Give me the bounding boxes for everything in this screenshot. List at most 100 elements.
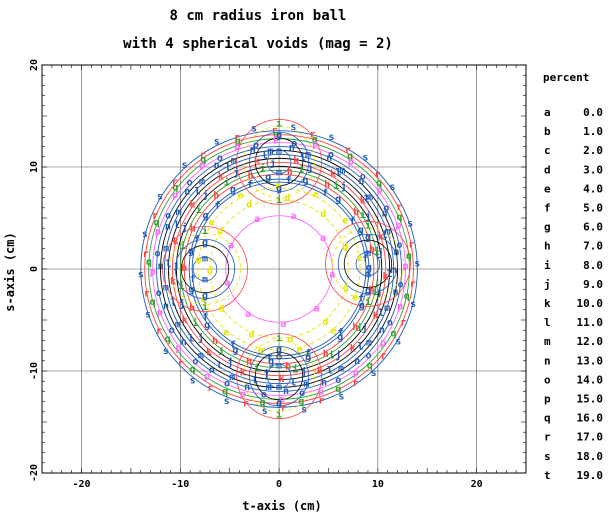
contour-label: s bbox=[338, 391, 344, 402]
contour-label: g bbox=[188, 285, 194, 296]
contour-label: l bbox=[300, 152, 306, 163]
contour-f bbox=[191, 181, 367, 357]
legend-percent: 18.0 bbox=[577, 450, 604, 463]
contour-label: f bbox=[194, 235, 200, 246]
legend-letter: r bbox=[544, 431, 551, 444]
x-tick-label: 0 bbox=[276, 479, 282, 490]
void-contour-0 bbox=[236, 119, 322, 205]
contour-label: q bbox=[347, 151, 353, 162]
legend-letter: f bbox=[544, 202, 551, 215]
contour-label: o bbox=[396, 240, 402, 251]
contour-label: m bbox=[229, 372, 235, 383]
contour-label: q bbox=[189, 365, 195, 376]
contour-label: d bbox=[219, 304, 225, 315]
chart-subtitle: with 4 spherical voids (mag = 2) bbox=[123, 36, 393, 52]
contour-label: f bbox=[286, 175, 292, 186]
contour-label: l bbox=[216, 360, 222, 371]
contour-label: j bbox=[270, 157, 276, 169]
void-label: g bbox=[276, 344, 282, 355]
contour-e bbox=[197, 187, 361, 351]
contour-label: l bbox=[382, 230, 388, 241]
contour-label: i bbox=[180, 240, 186, 252]
contour-label: l bbox=[252, 376, 258, 387]
contour-label: p bbox=[312, 139, 318, 150]
center-marker bbox=[276, 354, 282, 360]
contour-label: l bbox=[174, 220, 180, 231]
x-tick-label: 10 bbox=[372, 479, 384, 490]
contour-h bbox=[183, 173, 375, 365]
void-contour-0 bbox=[254, 137, 304, 187]
contour-label: m bbox=[231, 155, 237, 166]
contour-label: d bbox=[287, 334, 293, 345]
contour-label: o bbox=[360, 172, 366, 183]
contour-label: h bbox=[246, 357, 252, 368]
contour-label: d bbox=[322, 317, 328, 328]
contour-label: m bbox=[267, 146, 273, 157]
contour-label: j bbox=[182, 221, 188, 233]
contour-label: i bbox=[333, 180, 339, 192]
legend-percent: 14.0 bbox=[577, 373, 604, 386]
contour-label: r bbox=[152, 211, 158, 222]
y-axis-label: s-axis (cm) bbox=[3, 232, 17, 311]
contour-label: o bbox=[253, 140, 259, 151]
contour-label: g bbox=[302, 175, 308, 186]
contour-label: s bbox=[262, 406, 268, 417]
contour-label: l bbox=[262, 151, 268, 162]
legend-percent: 17.0 bbox=[577, 431, 604, 444]
contour-label: r bbox=[234, 132, 240, 143]
contour-label: f bbox=[358, 293, 364, 304]
contour-label: r bbox=[178, 358, 184, 369]
contour-label: r bbox=[396, 202, 402, 213]
void-label: m bbox=[276, 382, 282, 393]
contour-label: j bbox=[233, 167, 239, 179]
contour-label: g bbox=[265, 172, 271, 183]
contour-label: s bbox=[190, 376, 196, 387]
contour-label: f bbox=[267, 353, 273, 364]
contour-label: k bbox=[278, 374, 284, 385]
legend-percent: 4.0 bbox=[583, 182, 603, 195]
contour-label: p bbox=[397, 301, 403, 312]
contour-label: h bbox=[353, 207, 359, 218]
x-tick-label: -20 bbox=[72, 479, 90, 490]
contour-label: f bbox=[230, 340, 236, 351]
contour-label: a bbox=[245, 309, 251, 320]
contour-label: o bbox=[291, 138, 297, 149]
contour-label: q bbox=[406, 251, 412, 262]
contour-label: a bbox=[254, 214, 260, 225]
legend-percent: 15.0 bbox=[577, 393, 604, 406]
contour-label: n bbox=[244, 382, 250, 393]
legend-letter: p bbox=[544, 393, 551, 406]
legend-letter: n bbox=[544, 354, 551, 367]
x-tick-label: 20 bbox=[471, 479, 483, 490]
contour-label: q bbox=[298, 397, 304, 408]
legend-letter: b bbox=[544, 125, 551, 138]
contour-label: r bbox=[200, 150, 206, 161]
contour-label: k bbox=[182, 315, 188, 326]
contour-label: i bbox=[360, 209, 366, 221]
contour-label: i bbox=[292, 364, 298, 376]
y-tick-label: 10 bbox=[29, 161, 40, 173]
contour-label: k bbox=[378, 231, 384, 242]
contour-label: m bbox=[163, 283, 169, 294]
contour-label: k bbox=[330, 169, 336, 180]
contour-label: p bbox=[348, 157, 354, 168]
void-label: g bbox=[365, 232, 371, 243]
contour-label: k bbox=[170, 277, 176, 288]
contour-label: k bbox=[293, 155, 299, 166]
contour-label: o bbox=[217, 153, 223, 164]
contour-label: g bbox=[188, 246, 194, 257]
contour-label: d bbox=[246, 200, 252, 211]
legend-percent: 11.0 bbox=[577, 316, 604, 329]
contour-label: s bbox=[157, 192, 163, 203]
legend-percent: 10.0 bbox=[577, 297, 604, 310]
contour-label: m bbox=[385, 226, 391, 237]
contour-label: i bbox=[298, 164, 304, 176]
contour-label: m bbox=[305, 150, 311, 161]
contour-label: i bbox=[356, 322, 362, 334]
contour-label: j bbox=[301, 366, 307, 378]
contour-label: j bbox=[179, 298, 185, 310]
contour-label: r bbox=[381, 351, 387, 362]
contour-label: n bbox=[250, 145, 256, 156]
contour-label: f bbox=[350, 216, 356, 227]
legend-percent: 8.0 bbox=[583, 259, 603, 272]
